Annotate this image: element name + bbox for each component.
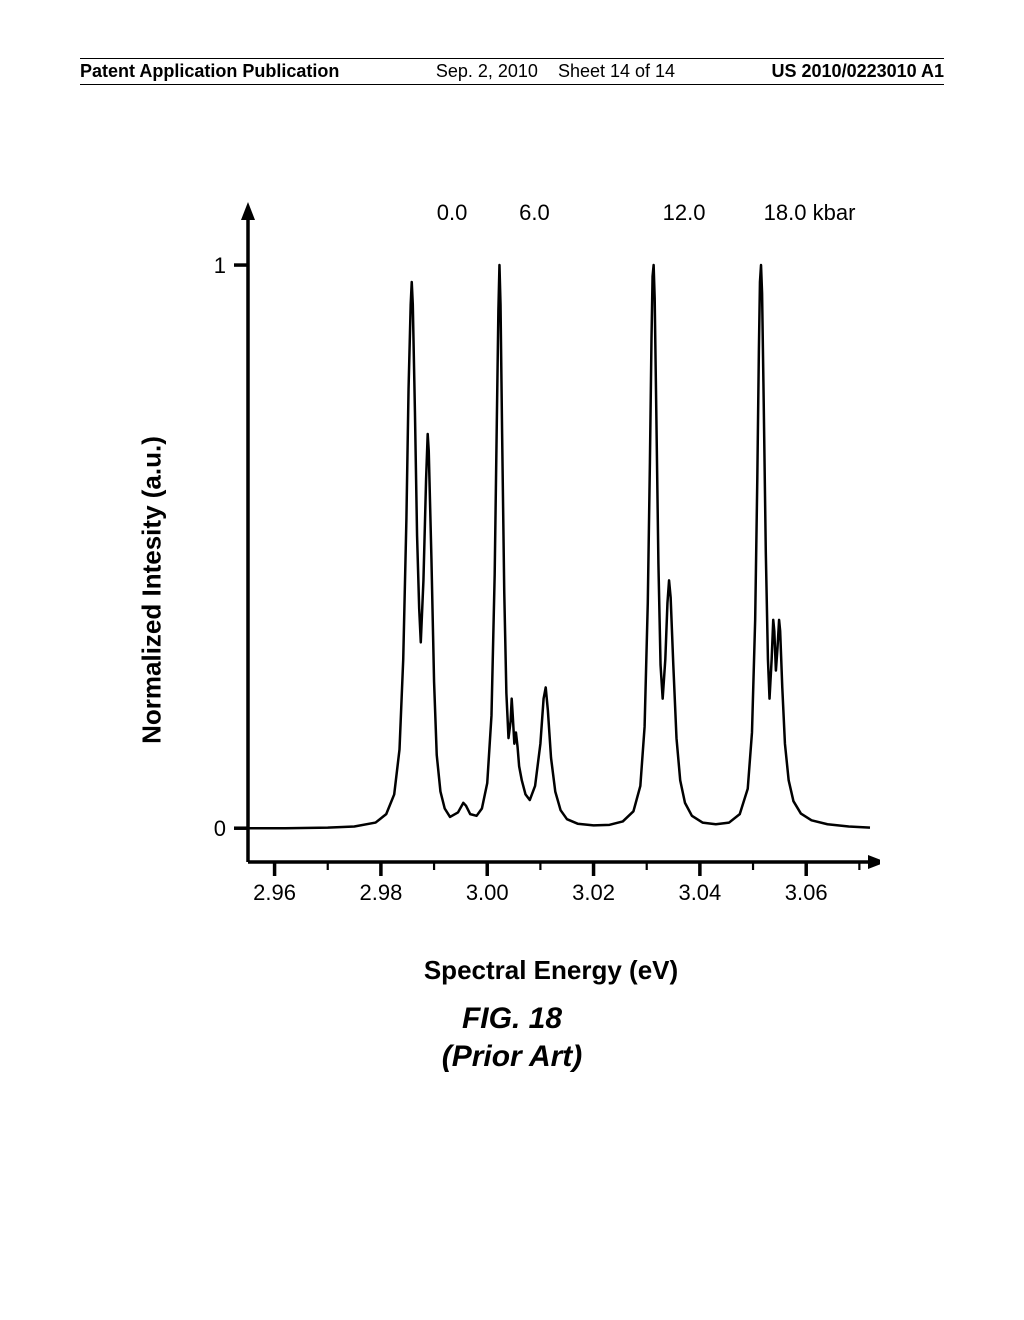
svg-text:0: 0	[214, 816, 226, 841]
x-axis-label: Spectral Energy (eV)	[424, 955, 678, 986]
svg-text:2.96: 2.96	[253, 880, 296, 905]
header-left: Patent Application Publication	[80, 61, 339, 82]
figure-caption: FIG. 18 (Prior Art)	[0, 1000, 1024, 1075]
chart-svg: 0 1 2.96 2.98 3.00 3.02 3.04 3.06 0.0 6.0 12.0 18.0…	[180, 200, 880, 940]
svg-text:18.0 kbar: 18.0 kbar	[764, 200, 856, 225]
chart: Normalized Intesity (a.u.) 012.962.983.0…	[180, 200, 880, 980]
header-mid: Sep. 2, 2010 Sheet 14 of 14	[436, 61, 675, 82]
header-pubno: US 2010/0223010 A1	[772, 61, 944, 82]
page-header: Patent Application Publication Sep. 2, 2…	[80, 58, 944, 82]
header-rule	[80, 84, 944, 85]
svg-text:0.0: 0.0	[437, 200, 468, 225]
svg-text:3.02: 3.02	[572, 880, 615, 905]
svg-text:6.0: 6.0	[519, 200, 550, 225]
svg-text:3.04: 3.04	[678, 880, 721, 905]
svg-text:2.98: 2.98	[359, 880, 402, 905]
svg-text:3.00: 3.00	[466, 880, 509, 905]
svg-text:3.06: 3.06	[785, 880, 828, 905]
svg-text:12.0: 12.0	[663, 200, 706, 225]
svg-text:1: 1	[214, 253, 226, 278]
header-date: Sep. 2, 2010	[436, 61, 538, 81]
figure-caption-line1: FIG. 18	[0, 1000, 1024, 1038]
figure-caption-line2: (Prior Art)	[0, 1038, 1024, 1076]
header-sheet: Sheet 14 of 14	[558, 61, 675, 81]
y-axis-label: Normalized Intesity (a.u.)	[137, 436, 168, 744]
